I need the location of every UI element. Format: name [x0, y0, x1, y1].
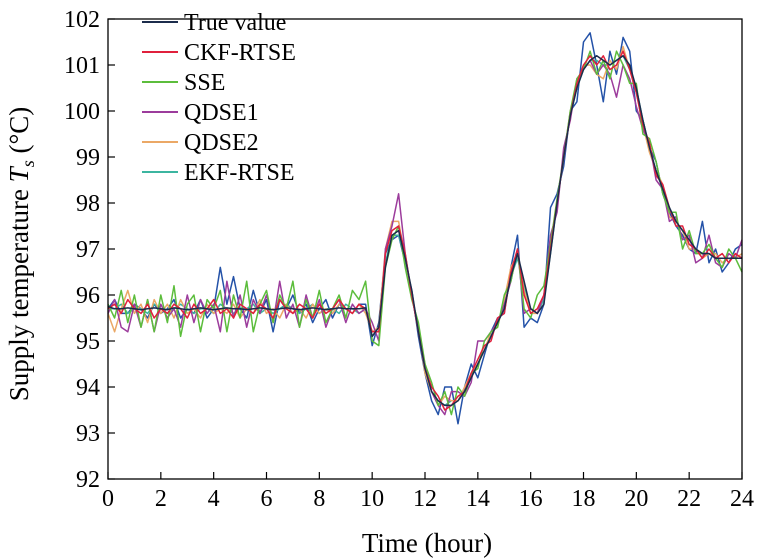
x-tick-label: 8 [313, 486, 325, 512]
x-tick-label: 12 [413, 486, 437, 512]
x-tick-label: 4 [208, 486, 220, 512]
y-axis-ticks: 92 93 94 95 96 97 98 99 100 101 102 [64, 7, 115, 493]
y-tick-label: 94 [76, 375, 100, 401]
y-tick-label: 100 [64, 99, 100, 125]
legend: True value CKF-RTSE SSE QDSE1 QDSE2 EKF-RTSE [142, 10, 296, 186]
x-tick-label: 0 [102, 486, 114, 512]
y-tick-label: 97 [76, 237, 100, 263]
x-tick-label: 14 [466, 486, 490, 512]
legend-item: CKF-RTSE [142, 40, 296, 66]
legend-label: QDSE1 [184, 100, 259, 126]
x-tick-label: 6 [261, 486, 273, 512]
x-tick-label: 20 [624, 486, 648, 512]
legend-item: EKF-RTSE [142, 160, 295, 186]
y-tick-label: 98 [76, 191, 100, 217]
legend-item: QDSE2 [142, 130, 259, 156]
x-tick-label: 10 [360, 486, 384, 512]
legend-item: True value [142, 10, 286, 36]
y-tick-label: 95 [76, 329, 100, 355]
legend-label: QDSE2 [184, 130, 259, 156]
x-tick-label: 16 [519, 486, 543, 512]
series-line-2 [107, 50, 743, 416]
legend-label: EKF-RTSE [184, 160, 295, 186]
y-axis-title-unit: (°C) [4, 107, 34, 161]
x-tick-label: 2 [155, 486, 167, 512]
series-line-0 [107, 55, 742, 407]
y-tick-label: 92 [76, 467, 100, 493]
y-axis-title-symbol: T [4, 165, 34, 182]
y-tick-label: 102 [64, 7, 100, 33]
y-axis-title: Supply temperature Ts (°C) [4, 107, 38, 402]
y-axis-title-prefix: Supply temperature [4, 182, 34, 401]
y-axis-title-subscript: s [18, 160, 38, 167]
x-tick-label: 24 [730, 486, 754, 512]
y-tick-label: 99 [76, 145, 100, 171]
plot-lines [107, 32, 743, 425]
legend-item: QDSE1 [142, 100, 259, 126]
y-tick-label: 96 [76, 283, 100, 309]
legend-label: True value [184, 10, 286, 36]
x-axis-ticks: 0 2 4 6 8 10 12 14 16 18 20 22 24 [102, 472, 754, 512]
legend-label: CKF-RTSE [184, 40, 296, 66]
y-tick-label: 101 [64, 53, 100, 79]
x-tick-label: 22 [677, 486, 701, 512]
legend-item: SSE [142, 70, 225, 96]
x-axis-title: Time (hour) [362, 528, 492, 558]
x-tick-label: 18 [572, 486, 596, 512]
y-tick-label: 93 [76, 421, 100, 447]
legend-label: SSE [184, 70, 225, 96]
